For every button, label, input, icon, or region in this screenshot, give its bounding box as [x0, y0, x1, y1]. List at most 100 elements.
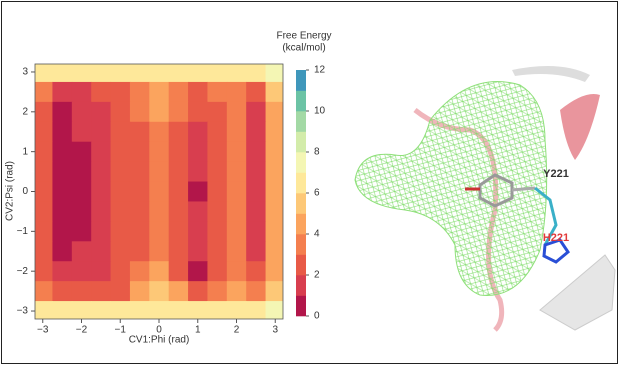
cell [207, 281, 227, 301]
y-axis-label: CV2:Psi (rad) [5, 161, 16, 221]
cell [207, 241, 227, 261]
colorbar-title: Free Energy [276, 31, 331, 42]
cell [130, 82, 150, 102]
cell [169, 82, 189, 102]
cell [72, 62, 92, 82]
cell [33, 221, 53, 241]
colorbar-tick-label: 0 [314, 311, 320, 322]
y-tick-label: 0 [22, 186, 28, 197]
cell [246, 241, 266, 261]
colorbar-swatch [296, 132, 306, 153]
cell [130, 102, 150, 122]
cell [33, 241, 53, 261]
cell [246, 122, 266, 142]
cell [227, 122, 247, 142]
cell [33, 102, 53, 122]
cell [33, 142, 53, 162]
cell [207, 182, 227, 202]
cell [111, 102, 131, 122]
ribbon [512, 66, 590, 82]
cell [207, 261, 227, 281]
cell [72, 82, 92, 102]
cell [227, 201, 247, 221]
colorbar-swatch [296, 234, 306, 255]
cell [207, 82, 227, 102]
molecule-image: Y221 H221 [355, 66, 615, 330]
cell [266, 301, 286, 321]
cell [246, 261, 266, 281]
cell [188, 102, 208, 122]
cell [266, 281, 286, 301]
cell [188, 301, 208, 321]
cell [207, 221, 227, 241]
cell [227, 62, 247, 82]
cell [149, 102, 169, 122]
colorbar-swatch [296, 214, 306, 235]
cell [91, 281, 111, 301]
cell [91, 201, 111, 221]
cell [130, 142, 150, 162]
cell [52, 162, 72, 182]
colorbar-tick-label: 4 [314, 229, 320, 240]
residue-label: H221 [543, 232, 569, 244]
cell [91, 102, 111, 122]
cell [130, 301, 150, 321]
cell [72, 241, 92, 261]
cell [266, 201, 286, 221]
cell [52, 82, 72, 102]
cell [130, 261, 150, 281]
cell [169, 241, 189, 261]
cell [149, 82, 169, 102]
cell [266, 162, 286, 182]
cell [207, 201, 227, 221]
cell [130, 201, 150, 221]
cell [266, 122, 286, 142]
cell [169, 221, 189, 241]
cell [130, 182, 150, 202]
colorbar-tick-label: 2 [314, 270, 320, 281]
cell [33, 62, 53, 82]
colorbar-swatch [296, 152, 306, 173]
cell [130, 241, 150, 261]
cells [33, 62, 285, 321]
cell [72, 182, 92, 202]
cell [111, 261, 131, 281]
cell [52, 301, 72, 321]
cell [130, 221, 150, 241]
cell [33, 162, 53, 182]
cell [227, 241, 247, 261]
cell [91, 221, 111, 241]
cell [246, 182, 266, 202]
cell [188, 182, 208, 202]
cell [33, 82, 53, 102]
cell [227, 221, 247, 241]
colorbar-tick-label: 12 [314, 65, 326, 76]
colorbar-tick-label: 8 [314, 147, 320, 158]
cell [266, 261, 286, 281]
x-tick-label: 2 [234, 325, 240, 336]
cell [33, 122, 53, 142]
cell [52, 281, 72, 301]
cell [72, 102, 92, 122]
cell [149, 162, 169, 182]
colorbar-tick-label: 10 [314, 106, 326, 117]
cell [91, 241, 111, 261]
cell [246, 221, 266, 241]
cell [130, 122, 150, 142]
cell [169, 162, 189, 182]
cell [188, 122, 208, 142]
y-tick-label: 1 [22, 146, 28, 157]
cell [266, 241, 286, 261]
colorbar-swatch [296, 296, 306, 317]
cell [207, 142, 227, 162]
colorbar-swatch [296, 193, 306, 214]
cell [207, 62, 227, 82]
cell [266, 102, 286, 122]
cell [246, 162, 266, 182]
cell [33, 201, 53, 221]
cell [52, 62, 72, 82]
cell [246, 62, 266, 82]
cell [52, 261, 72, 281]
cell [188, 62, 208, 82]
x-tick-label: 1 [195, 325, 201, 336]
